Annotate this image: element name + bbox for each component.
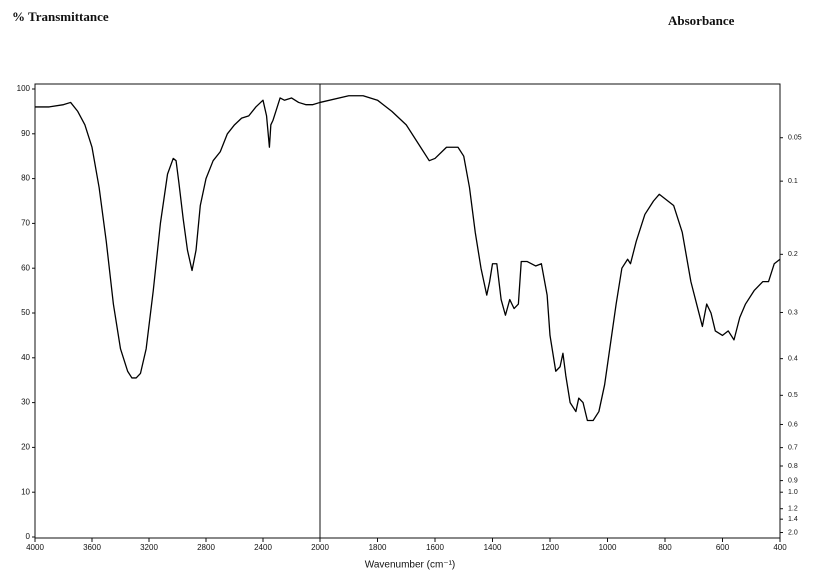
- y-tick-label: 60: [21, 263, 30, 272]
- y-tick-label: 30: [21, 398, 30, 407]
- y-tick-label: 0: [26, 532, 31, 541]
- x-tick-label: 3200: [140, 543, 158, 552]
- y2-tick-label: 2.0: [788, 529, 798, 536]
- y-tick-label: 50: [21, 308, 30, 317]
- y2-tick-label: 1.0: [788, 489, 798, 496]
- y2-axis-title: Absorbance: [668, 13, 735, 28]
- y2-tick-label: 0.9: [788, 477, 798, 484]
- y2-tick-label: 0.4: [788, 355, 798, 362]
- y-axis-title: % Transmittance: [12, 9, 109, 24]
- y2-tick-label: 0.3: [788, 309, 798, 316]
- x-tick-label: 3600: [83, 543, 101, 552]
- y2-tick-label: 0.7: [788, 444, 798, 451]
- x-tick-label: 400: [773, 543, 787, 552]
- x-tick-label: 4000: [26, 543, 44, 552]
- y2-tick-label: 0.8: [788, 463, 798, 470]
- x-tick-label: 1800: [369, 543, 387, 552]
- y2-tick-label: 0.6: [788, 421, 798, 428]
- y2-tick-label: 0.5: [788, 392, 798, 399]
- y2-tick-label: 0.1: [788, 178, 798, 185]
- x-tick-label: 2800: [197, 543, 215, 552]
- x-axis-title: Wavenumber (cm⁻¹): [365, 560, 455, 571]
- x-tick-label: 2400: [254, 543, 272, 552]
- x-tick-label: 1000: [599, 543, 617, 552]
- y-tick-label: 70: [21, 219, 30, 228]
- x-tick-label: 800: [658, 543, 672, 552]
- y-tick-label: 10: [21, 487, 30, 496]
- y2-tick-label: 1.4: [788, 516, 798, 523]
- x-tick-label: 2000: [311, 543, 329, 552]
- y-tick-label: 100: [17, 84, 31, 93]
- spectrum-line: [35, 95, 781, 422]
- x-tick-label: 1400: [484, 543, 502, 552]
- y-tick-label: 80: [21, 174, 30, 183]
- plot-frame: [34, 83, 781, 539]
- y-tick-label: 20: [21, 443, 30, 452]
- y2-tick-label: 1.2: [788, 506, 798, 513]
- x-tick-label: 600: [716, 543, 730, 552]
- y2-tick-label: 0.05: [788, 135, 802, 142]
- y-tick-label: 40: [21, 353, 30, 362]
- y2-tick-label: 0.2: [788, 251, 798, 258]
- y-tick-label: 90: [21, 129, 30, 138]
- x-tick-label: 1200: [541, 543, 559, 552]
- x-tick-label: 1600: [426, 543, 444, 552]
